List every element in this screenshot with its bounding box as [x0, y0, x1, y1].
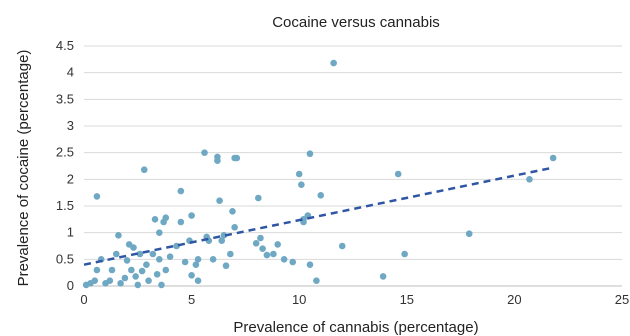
y-tick-label: 4 — [67, 65, 74, 80]
data-point — [379, 273, 387, 280]
data-point — [255, 194, 262, 202]
data-point — [295, 170, 303, 178]
x-tick-label: 10 — [292, 292, 306, 307]
tick-labels: 0 0.5 1 1.5 2 2.5 3 3.5 4 4.5 0 5 10 15 20 25 — [56, 38, 629, 307]
y-tick-label: 1.5 — [56, 198, 74, 213]
chart-title: Cocaine versus cannabis — [272, 14, 440, 31]
data-point — [338, 242, 346, 250]
x-tick-label: 20 — [507, 292, 521, 307]
data-point — [134, 281, 142, 289]
data-point — [259, 245, 266, 252]
data-point — [229, 208, 236, 215]
data-point — [194, 277, 202, 284]
data-point — [401, 250, 408, 258]
data-point — [231, 224, 238, 231]
data-point — [153, 270, 161, 278]
data-point — [93, 266, 101, 274]
data-points — [82, 59, 557, 289]
data-point — [115, 232, 122, 239]
data-point — [177, 187, 185, 195]
data-point — [145, 277, 152, 284]
data-point — [214, 157, 221, 164]
data-point — [93, 193, 101, 200]
data-point — [106, 277, 114, 284]
data-point — [300, 216, 307, 223]
data-point — [222, 262, 230, 270]
data-point — [128, 266, 135, 274]
data-point — [140, 166, 148, 174]
data-point — [166, 253, 174, 260]
data-point — [151, 216, 159, 223]
data-point — [280, 256, 288, 263]
y-tick-label: 0.5 — [56, 251, 74, 266]
trendline — [83, 166, 554, 266]
data-point — [138, 267, 146, 275]
data-point — [136, 250, 144, 258]
x-axis-title: Prevalence of cannabis (percentage) — [233, 319, 478, 336]
data-point — [112, 250, 120, 258]
data-point — [149, 250, 157, 258]
data-point — [257, 234, 264, 242]
trendline-group — [83, 166, 554, 266]
data-point — [289, 258, 297, 266]
y-tick-label: 2 — [67, 171, 74, 186]
data-point — [330, 59, 337, 67]
data-point — [177, 218, 185, 226]
data-point — [216, 197, 223, 204]
data-point — [188, 272, 195, 279]
y-tick-label: 3 — [67, 118, 74, 133]
data-point — [117, 280, 124, 287]
data-point — [132, 273, 139, 280]
data-point — [192, 261, 200, 268]
data-point — [220, 232, 228, 239]
y-tick-label: 3.5 — [56, 91, 74, 106]
y-tick-label: 4.5 — [56, 38, 74, 53]
data-point — [526, 176, 533, 183]
data-point — [209, 256, 217, 263]
data-point — [130, 244, 137, 251]
data-point — [227, 250, 234, 258]
data-point — [270, 250, 277, 258]
data-point — [123, 257, 131, 264]
x-tick-label: 5 — [188, 292, 195, 307]
data-point — [394, 170, 402, 178]
x-tick-label: 25 — [615, 292, 629, 307]
data-point — [121, 274, 129, 282]
data-point — [233, 154, 241, 162]
data-point — [156, 229, 163, 236]
data-point — [162, 214, 170, 222]
data-point — [188, 212, 195, 219]
data-point — [252, 240, 260, 247]
data-point — [181, 258, 189, 266]
data-point — [306, 150, 314, 158]
data-point — [306, 261, 314, 268]
y-axis-title: Prevalence of cocaine (percentage) — [15, 50, 32, 287]
data-point — [465, 230, 473, 238]
data-point — [194, 256, 202, 263]
gridlines — [84, 45, 622, 260]
data-point — [263, 251, 271, 259]
data-point — [218, 237, 226, 244]
x-tick-label: 0 — [80, 292, 87, 307]
data-point — [313, 277, 320, 284]
data-point — [108, 266, 116, 274]
data-point — [549, 154, 557, 162]
data-point — [143, 261, 150, 268]
data-point — [158, 281, 165, 289]
data-point — [156, 256, 163, 263]
data-point — [317, 192, 325, 199]
data-point — [298, 181, 305, 188]
data-point — [274, 241, 281, 248]
data-point — [91, 277, 99, 284]
data-point — [201, 149, 208, 156]
y-tick-label: 0 — [67, 278, 74, 293]
data-point — [162, 266, 170, 274]
y-tick-label: 2.5 — [56, 145, 74, 160]
y-tick-label: 1 — [67, 225, 74, 240]
x-tick-label: 15 — [400, 292, 414, 307]
